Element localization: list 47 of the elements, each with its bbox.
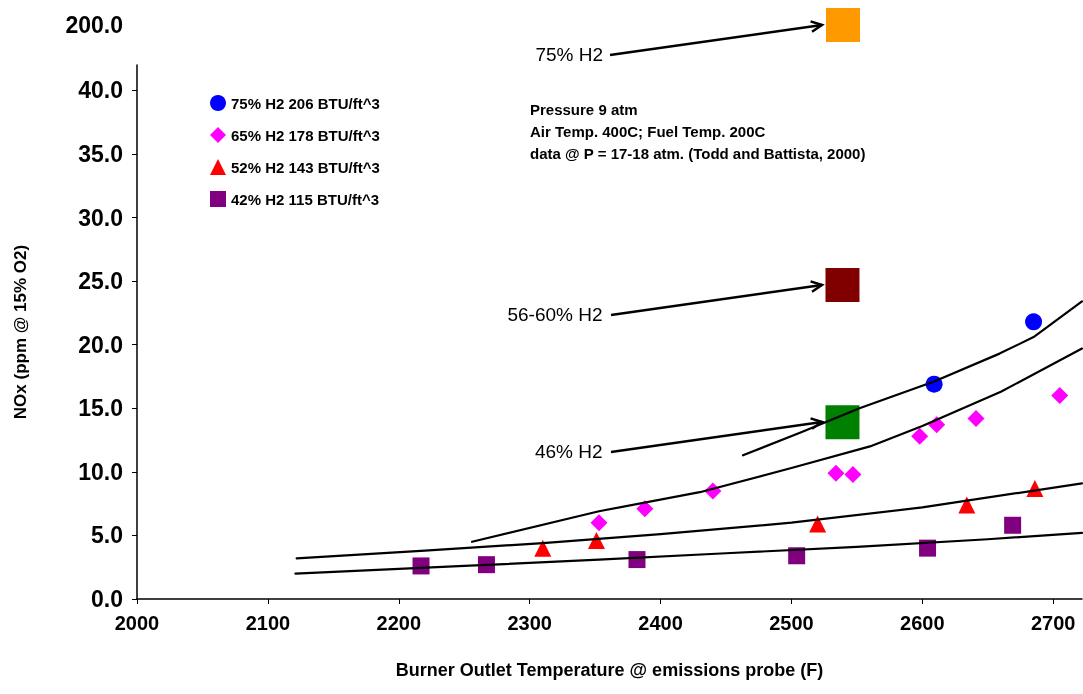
annotation: Pressure 9 atm: [530, 101, 638, 118]
y-tick-label: 10.0: [78, 458, 123, 485]
y-tick-label: 20.0: [78, 331, 123, 358]
legend-label: 65% H2 178 BTU/ft^3: [231, 126, 380, 144]
x-tick-label: 2100: [245, 612, 291, 634]
y-tick-label: 30.0: [78, 204, 123, 231]
point: [590, 514, 608, 532]
line-series: [294, 531, 1083, 575]
line-series: [295, 482, 1083, 560]
point: [825, 267, 860, 302]
annotation: 46% H2: [534, 441, 603, 464]
y-tick-label: 25.0: [78, 268, 123, 295]
legend-label: 42% H2 115 BTU/ft^3: [231, 190, 379, 208]
legend-label: 52% H2 143 BTU/ft^3: [231, 158, 380, 176]
annotation: Air Temp. 400C; Fuel Temp. 200C: [530, 123, 766, 140]
x-tick-label: 2600: [900, 612, 945, 634]
line-series: [741, 300, 1083, 457]
point: [587, 532, 605, 550]
text: 75% H2: [535, 44, 603, 66]
x-tick-label: 2400: [638, 612, 683, 634]
point: [1004, 516, 1022, 534]
y-tick-label: 15.0: [78, 395, 123, 422]
point: [1051, 387, 1069, 405]
point: [1025, 313, 1043, 331]
line-series: [470, 347, 1083, 543]
x-tick-label: 2200: [376, 612, 422, 634]
legend-label: 75% H2 206 BTU/ft^3: [231, 94, 380, 112]
x-tick-label: 2500: [769, 612, 814, 634]
annotation: data @ P = 17-18 atm. (Todd and Battista, 2000): [530, 145, 866, 162]
y-tick-label: 5.0: [91, 522, 123, 549]
y-axis-title: NOx (ppm @ 15% O2): [11, 244, 30, 420]
annotation: 56-60% H2: [507, 303, 603, 326]
x-axis-title: Burner Outlet Temperature @ emissions probe (F): [395, 660, 824, 680]
x-tick-label: 2000: [114, 612, 160, 634]
point: [827, 464, 845, 482]
point: [825, 405, 860, 440]
text: 200.0: [65, 11, 123, 39]
point: [911, 427, 929, 445]
x-tick-label: 2700: [1030, 612, 1076, 634]
point: [967, 409, 985, 427]
y-tick-label: 0.0: [91, 586, 123, 612]
point: [844, 465, 862, 483]
x-tick-label: 2300: [507, 612, 552, 634]
point: [534, 539, 552, 557]
y-tick-label: 40.0: [78, 77, 123, 104]
y-tick-label: 35.0: [78, 141, 123, 167]
point: [636, 500, 654, 518]
